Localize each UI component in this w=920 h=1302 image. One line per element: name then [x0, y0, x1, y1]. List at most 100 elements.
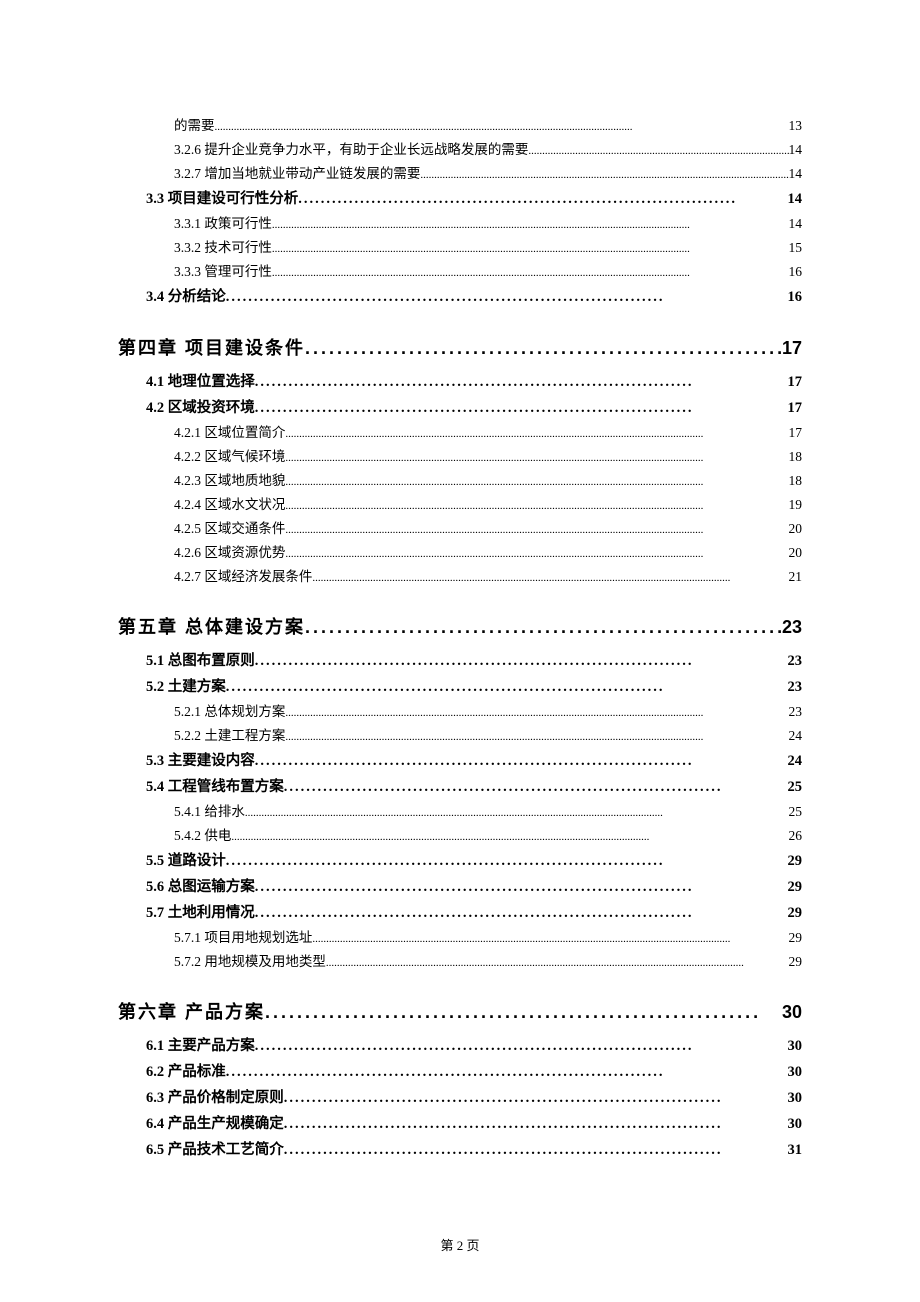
- toc-entry-label: 3.3.3 管理可行性: [174, 260, 272, 280]
- toc-entry-label: 5.3 主要建设内容: [146, 749, 255, 770]
- toc-entry: 4.2.4 区域水文状况............................…: [118, 493, 802, 513]
- toc-leader-dots: ........................................…: [255, 753, 788, 770]
- toc-leader-dots: ........................................…: [285, 428, 788, 440]
- toc-entry-label: 5.4.2 供电: [174, 824, 231, 844]
- toc-entry: 3.3.1 政策可行性.............................…: [118, 212, 802, 232]
- toc-entry-page: 13: [789, 118, 803, 134]
- toc-entry-label: 5.7 土地利用情况: [146, 901, 255, 922]
- toc-entry: 5.2.1 总体规划方案............................…: [118, 700, 802, 720]
- toc-entry-page: 14: [788, 191, 803, 208]
- toc-leader-dots: ........................................…: [420, 169, 788, 181]
- toc-entry-page: 17: [788, 400, 803, 417]
- toc-entry: 4.2.3 区域地质地貌............................…: [118, 469, 802, 489]
- toc-entry-label: 的需要: [174, 114, 215, 134]
- toc-leader-dots: ........................................…: [285, 500, 788, 512]
- toc-leader-dots: ........................................…: [255, 879, 788, 896]
- toc-entry-page: 30: [788, 1038, 803, 1055]
- toc-entry: 4.2 区域投资环境..............................…: [118, 396, 802, 417]
- toc-entry-page: 17: [788, 374, 803, 391]
- toc-leader-dots: ........................................…: [285, 476, 788, 488]
- toc-entry-label: 4.2.3 区域地质地貌: [174, 469, 285, 489]
- toc-entry-label: 5.2 土建方案: [146, 675, 226, 696]
- toc-entry: 5.7.2 用地规模及用地类型.........................…: [118, 950, 802, 970]
- toc-leader-dots: ........................................…: [285, 731, 788, 743]
- toc-leader-dots: ........................................…: [272, 267, 789, 279]
- toc-entry-label: 4.1 地理位置选择: [146, 370, 255, 391]
- toc-leader-dots: ........................................…: [255, 905, 788, 922]
- toc-leader-dots: ........................................…: [305, 617, 782, 638]
- toc-entry: 3.4 分析结论................................…: [118, 285, 802, 306]
- toc-leader-dots: ........................................…: [226, 853, 788, 870]
- toc-entry: 4.2.6 区域资源优势............................…: [118, 541, 802, 561]
- toc-entry-label: 4.2 区域投资环境: [146, 396, 255, 417]
- toc-entry-label: 第五章 总体建设方案: [118, 613, 305, 639]
- toc-entry: 5.3 主要建设内容..............................…: [118, 749, 802, 770]
- page-footer: 第 2 页: [0, 1235, 920, 1254]
- toc-entry: 5.4 工程管线布置方案............................…: [118, 775, 802, 796]
- toc-entry-page: 20: [789, 545, 803, 561]
- toc-entry-page: 18: [789, 449, 803, 465]
- toc-entry: 3.3 项目建设可行性分析...........................…: [118, 187, 802, 208]
- toc-leader-dots: ........................................…: [231, 831, 788, 843]
- toc-entry-page: 16: [788, 289, 803, 306]
- toc-leader-dots: ........................................…: [284, 1116, 788, 1133]
- toc-entry-page: 29: [788, 879, 803, 896]
- toc-entry-page: 30: [788, 1090, 803, 1107]
- toc-entry-page: 31: [788, 1142, 803, 1159]
- toc-leader-dots: ........................................…: [285, 524, 788, 536]
- toc-entry: 5.4.1 给排水...............................…: [118, 800, 802, 820]
- toc-entry: 5.6 总图运输方案..............................…: [118, 875, 802, 896]
- toc-leader-dots: ........................................…: [226, 289, 788, 306]
- toc-entry-label: 6.2 产品标准: [146, 1060, 226, 1081]
- toc-entry: 6.1 主要产品方案..............................…: [118, 1034, 802, 1055]
- toc-leader-dots: ........................................…: [284, 779, 788, 796]
- toc-leader-dots: ........................................…: [255, 1038, 788, 1055]
- toc-entry-page: 29: [788, 905, 803, 922]
- toc-entry: 4.2.1 区域位置简介............................…: [118, 421, 802, 441]
- toc-leader-dots: ........................................…: [312, 933, 788, 945]
- toc-leader-dots: ........................................…: [285, 452, 788, 464]
- toc-entry-page: 23: [788, 653, 803, 670]
- toc-entry-page: 29: [789, 954, 803, 970]
- toc-entry-label: 5.4.1 给排水: [174, 800, 245, 820]
- toc-entry-page: 14: [789, 216, 803, 232]
- toc-leader-dots: ........................................…: [285, 707, 788, 719]
- toc-entry-label: 4.2.2 区域气候环境: [174, 445, 285, 465]
- toc-entry: 3.3.3 管理可行性.............................…: [118, 260, 802, 280]
- toc-entry: 第五章 总体建设方案..............................…: [118, 613, 802, 639]
- toc-entry-page: 17: [782, 338, 802, 359]
- toc-leader-dots: ........................................…: [285, 548, 788, 560]
- toc-entry-label: 6.4 产品生产规模确定: [146, 1112, 284, 1133]
- toc-entry: 4.2.7 区域经济发展条件..........................…: [118, 565, 802, 585]
- toc-leader-dots: ........................................…: [255, 400, 788, 417]
- toc-leader-dots: ........................................…: [226, 1064, 788, 1081]
- toc-entry-page: 23: [789, 704, 803, 720]
- toc-entry: 4.2.2 区域气候环境............................…: [118, 445, 802, 465]
- toc-entry-page: 17: [789, 425, 803, 441]
- toc-entry: 第六章 产品方案................................…: [118, 998, 802, 1024]
- toc-entry-label: 5.2.2 土建工程方案: [174, 724, 285, 744]
- toc-entry-label: 3.4 分析结论: [146, 285, 226, 306]
- toc-entry: 5.7.1 项目用地规划选址..........................…: [118, 926, 802, 946]
- toc-leader-dots: ........................................…: [305, 338, 782, 359]
- toc-entry-page: 20: [789, 521, 803, 537]
- toc-entry-label: 5.1 总图布置原则: [146, 649, 255, 670]
- page-number: 第 2 页: [440, 1238, 479, 1253]
- toc-leader-dots: ........................................…: [298, 191, 787, 208]
- toc-leader-dots: ........................................…: [272, 219, 789, 231]
- toc-leader-dots: ........................................…: [215, 121, 789, 133]
- toc-entry-label: 3.3 项目建设可行性分析: [146, 187, 298, 208]
- toc-leader-dots: ........................................…: [255, 374, 788, 391]
- toc-entry-label: 5.7.2 用地规模及用地类型: [174, 950, 326, 970]
- toc-entry-page: 16: [789, 264, 803, 280]
- toc-leader-dots: ........................................…: [272, 243, 789, 255]
- toc-entry-label: 第四章 项目建设条件: [118, 334, 305, 360]
- toc-entry-page: 26: [789, 828, 803, 844]
- toc-entry-page: 24: [788, 753, 803, 770]
- toc-entry-label: 6.1 主要产品方案: [146, 1034, 255, 1055]
- toc-leader-dots: ........................................…: [312, 572, 788, 584]
- toc-entry-label: 4.2.5 区域交通条件: [174, 517, 285, 537]
- toc-entry-label: 3.3.2 技术可行性: [174, 236, 272, 256]
- toc-entry-page: 25: [789, 804, 803, 820]
- toc-entry: 5.2.2 土建工程方案............................…: [118, 724, 802, 744]
